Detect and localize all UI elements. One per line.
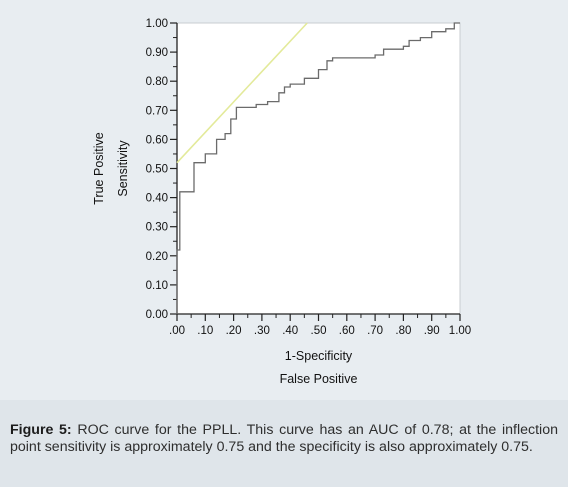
y-tick-label: 0.50: [146, 164, 168, 176]
x-axis-subtitle: False Positive: [280, 372, 358, 386]
y-axis-title: Sensitivity: [116, 140, 130, 197]
x-tick-label: 1.00: [449, 325, 471, 337]
x-tick-label: .00: [169, 325, 185, 337]
figure-caption: Figure 5: ROC curve for the PPLL. This c…: [0, 400, 568, 487]
y-tick-label: 0.00: [146, 309, 168, 321]
x-tick-label: .80: [395, 325, 411, 337]
caption-body: ROC curve for the PPLL. This curve has a…: [10, 422, 558, 455]
y-tick-label: 0.20: [146, 251, 168, 263]
x-axis-title: 1-Specificity: [285, 349, 353, 363]
y-tick-label: 0.10: [146, 280, 168, 292]
x-tick-label: .20: [226, 325, 242, 337]
x-tick-label: .90: [424, 325, 440, 337]
y-tick-label: 0.90: [146, 47, 168, 59]
y-tick-label: 1.00: [146, 18, 168, 30]
reference-line: [176, 22, 308, 164]
x-tick-label: .40: [282, 325, 298, 337]
y-tick-label: 0.70: [146, 105, 168, 117]
x-tick-label: .60: [339, 325, 355, 337]
y-tick-label: 0.60: [146, 134, 168, 146]
y-axis-subtitle: True Positive: [92, 132, 106, 205]
x-tick-label: .70: [367, 325, 383, 337]
x-tick-label: .30: [254, 325, 270, 337]
roc-chart: 0.00 0.10 0.20 0.30 0.40 0.50 0.60 0.70 0.80 0.90…: [92, 18, 471, 386]
x-tick-label: .50: [311, 325, 327, 337]
y-tick-label: 0.30: [146, 222, 168, 234]
figure-panel: 0.00 0.10 0.20 0.30 0.40 0.50 0.60 0.70 0.80 0.90…: [92, 18, 472, 386]
roc-curve-line: [176, 22, 460, 314]
x-tick-label: .10: [197, 325, 213, 337]
caption-label: Figure 5:: [10, 422, 72, 438]
caption-text: Figure 5: ROC curve for the PPLL. This c…: [10, 422, 558, 456]
plot-area: [176, 22, 461, 315]
y-tick-label: 0.40: [146, 193, 168, 205]
y-tick-label: 0.80: [146, 76, 168, 88]
